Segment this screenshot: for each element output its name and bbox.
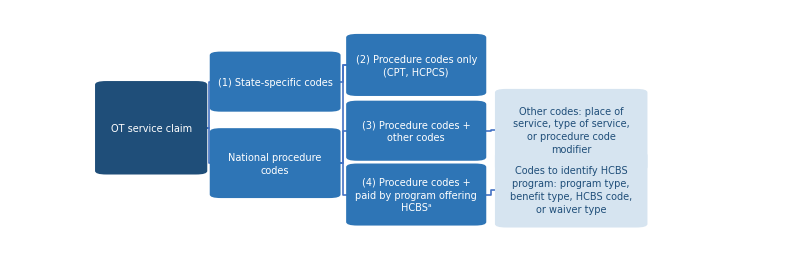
- FancyBboxPatch shape: [210, 129, 341, 198]
- FancyBboxPatch shape: [495, 152, 647, 228]
- Text: Other codes: place of
service, type of service,
or procedure code
modifier: Other codes: place of service, type of s…: [513, 106, 630, 154]
- Text: Codes to identify HCBS
program: program type,
benefit type, HCBS code,
or waiver: Codes to identify HCBS program: program …: [510, 166, 632, 214]
- FancyBboxPatch shape: [95, 82, 207, 175]
- Text: National procedure
codes: National procedure codes: [229, 152, 322, 175]
- FancyBboxPatch shape: [346, 101, 486, 161]
- FancyBboxPatch shape: [346, 164, 486, 226]
- Text: (4) Procedure codes +
paid by program offering
HCBSᵃ: (4) Procedure codes + paid by program of…: [355, 177, 477, 213]
- Text: (1) State-specific codes: (1) State-specific codes: [218, 77, 333, 87]
- FancyBboxPatch shape: [346, 35, 486, 97]
- Text: OT service claim: OT service claim: [110, 123, 192, 133]
- FancyBboxPatch shape: [495, 90, 647, 171]
- FancyBboxPatch shape: [210, 52, 341, 112]
- Text: (2) Procedure codes only
(CPT, HCPCS): (2) Procedure codes only (CPT, HCPCS): [355, 54, 477, 77]
- Text: (3) Procedure codes +
other codes: (3) Procedure codes + other codes: [362, 120, 470, 142]
